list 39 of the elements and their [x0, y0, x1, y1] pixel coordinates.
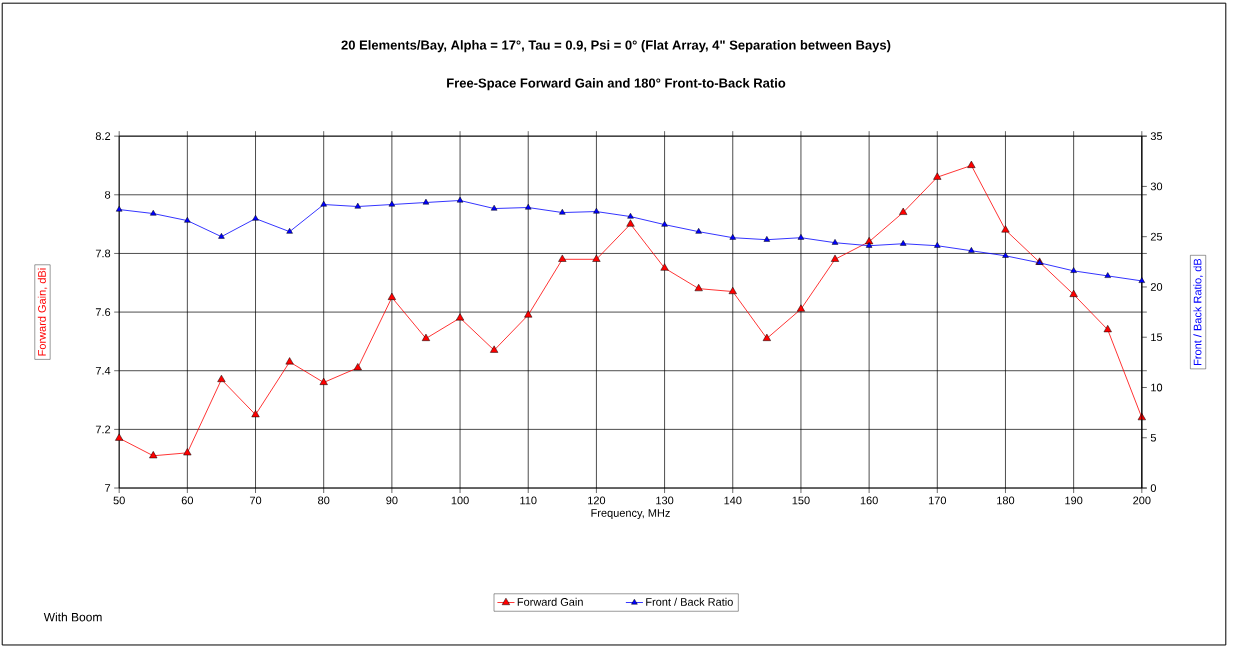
x-tick-label: 120	[588, 496, 606, 505]
y-tick-label: 7	[105, 484, 111, 492]
y2-axis-title: Front / Back Ratio, dB	[1193, 258, 1203, 365]
y-tick-label: 7.4	[95, 366, 111, 375]
x-tick-label: 110	[520, 496, 537, 505]
y2-tick-label: 15	[1151, 333, 1163, 341]
chart-subtitle: Free-Space Forward Gain and 180° Front-to-Back Ratio	[447, 78, 786, 91]
x-tick-label: 200	[1133, 496, 1151, 505]
x-tick-label: 130	[656, 496, 674, 505]
x-axis-title: Frequency, MHz	[591, 509, 670, 519]
y-tick-label: 8	[105, 190, 111, 199]
x-tick-label: 70	[249, 496, 262, 505]
x-tick-label: 50	[113, 496, 125, 505]
text: With Boom	[43, 612, 102, 622]
y2-tick-label: 30	[1150, 182, 1163, 191]
x-tick-label: 150	[792, 496, 810, 505]
chart-title: 20 Elements/Bay, Alpha = 17°, Tau = 0.9, Psi = 0° (Flat Array, 4" Separation between Bays)	[341, 40, 891, 53]
x-tick-label: 100	[451, 496, 469, 505]
x-tick-label: 140	[724, 496, 742, 505]
y2-tick-label: 5	[1150, 433, 1156, 442]
y-tick-label: 7.2	[95, 425, 111, 434]
x-tick-label: 60	[181, 496, 194, 505]
x-tick-label: 90	[386, 496, 398, 505]
x-tick-label: 180	[997, 496, 1015, 505]
x-tick-label: 80	[318, 496, 330, 505]
x-tick-label: 190	[1065, 496, 1083, 505]
y-tick-label: 8.2	[95, 132, 111, 140]
x-tick-label: 160	[860, 496, 878, 505]
y2-tick-label: 10	[1151, 383, 1163, 392]
y2-tick-label: 0	[1150, 484, 1157, 492]
legend-label: Front / Back Ratio	[646, 597, 733, 606]
y-tick-label: 7.8	[95, 249, 111, 258]
x-tick-label: 170	[928, 496, 947, 505]
legend-label: Forward Gain	[517, 597, 583, 606]
y-axis-title: Forward Gain, dBi	[37, 268, 48, 356]
y2-tick-label: 35	[1150, 132, 1163, 140]
y2-tick-label: 20	[1150, 282, 1163, 291]
y2-tick-label: 25	[1150, 232, 1163, 241]
y-tick-label: 7.6	[95, 308, 111, 316]
